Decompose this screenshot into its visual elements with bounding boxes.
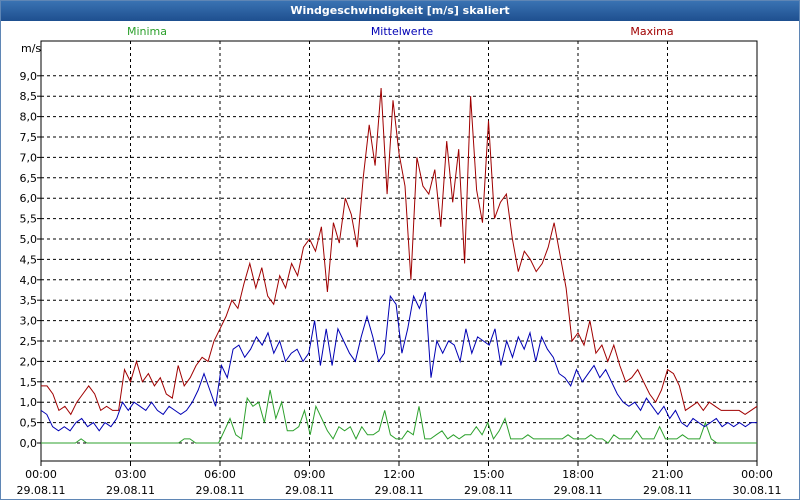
grid: [41, 41, 757, 461]
y-tick-label: 8,0: [20, 111, 38, 124]
x-tick-date: 29.08.11: [464, 484, 513, 497]
x-tick-time: 06:00: [204, 468, 236, 481]
x-tick-date: 29.08.11: [375, 484, 424, 497]
y-tick-label: 3,5: [20, 294, 38, 307]
y-tick-label: 7,5: [20, 131, 38, 144]
y-tick-label: 2,0: [20, 355, 38, 368]
x-tick-date: 29.08.11: [285, 484, 334, 497]
series: [40, 87, 758, 444]
wind-speed-chart: Minima Mittelwerte Maxima m/s 0,0 0,5 1,0 1…: [17, 25, 782, 497]
y-tick-label: 6,5: [20, 172, 38, 185]
x-tick-date: 29.08.11: [196, 484, 245, 497]
y-tick-label: 4,5: [20, 253, 38, 266]
y-tick-label: 5,0: [20, 233, 38, 246]
x-tick-time: 09:00: [294, 468, 326, 481]
x-tick-time: 18:00: [562, 468, 594, 481]
y-tick-label: 9,0: [20, 70, 38, 83]
x-tick-time: 00:00: [25, 468, 57, 481]
x-tick-time: 21:00: [652, 468, 684, 481]
y-tick-label: 6,0: [20, 192, 38, 205]
y-tick-label: 0,5: [20, 417, 38, 430]
x-tick-date: 30.08.11: [733, 484, 782, 497]
x-tick-date: 29.08.11: [554, 484, 603, 497]
series-line-minima: [41, 389, 757, 444]
x-tick-time: 00:00: [741, 468, 773, 481]
axis-ticks: 0,0 0,5 1,0 1,5 2,0 2,5 3,0 3,5 4,0 4,5 5,0 5,5 6,0 6…: [17, 70, 782, 497]
legend-minima: Minima: [127, 25, 167, 38]
x-tick-date: 29.08.11: [106, 484, 155, 497]
y-tick-label: 1,5: [20, 376, 38, 389]
series-line-maxima: [41, 87, 758, 416]
y-tick-label: 7,0: [20, 151, 38, 164]
x-tick-date: 29.08.11: [17, 484, 66, 497]
x-tick-time: 15:00: [473, 468, 505, 481]
y-tick-label: 3,0: [20, 315, 38, 328]
y-tick-label: 4,0: [20, 274, 38, 287]
x-tick-time: 12:00: [383, 468, 415, 481]
y-tick-label: 5,5: [20, 213, 38, 226]
y-tick-label: 8,5: [20, 90, 38, 103]
y-tick-label: 2,5: [20, 335, 38, 348]
legend-maxima: Maxima: [630, 25, 673, 38]
x-tick-date: 29.08.11: [643, 484, 692, 497]
y-tick-label: 0,0: [20, 437, 38, 450]
y-tick-label: 1,0: [20, 396, 38, 409]
y-axis-unit: m/s: [21, 42, 41, 55]
series-line-mittelwerte: [40, 291, 757, 432]
window-title: Windgeschwindigkeit [m/s] skaliert: [1, 1, 799, 21]
legend-mittelwerte: Mittelwerte: [371, 25, 434, 38]
x-tick-time: 03:00: [115, 468, 147, 481]
